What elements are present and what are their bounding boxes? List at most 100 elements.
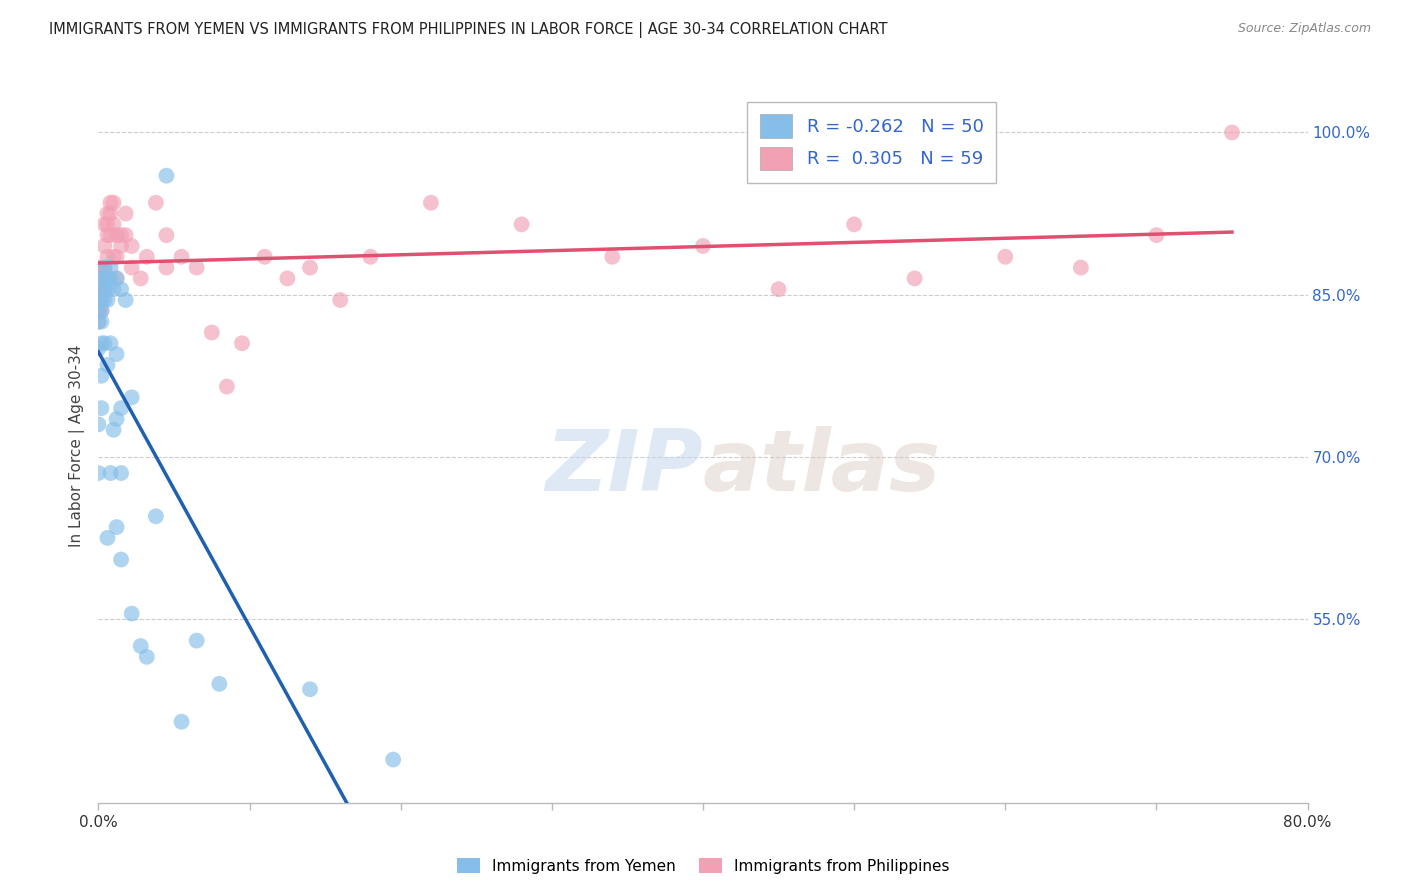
Point [155,260,177,275]
Point [100,195,122,210]
Point [96,218,118,232]
Point [93,260,115,275]
Point [96,250,118,264]
Point [121,607,143,621]
Point [103,218,125,232]
Point [87,466,110,480]
Point [90,303,112,318]
Point [103,282,125,296]
Point [105,520,128,534]
Point [114,228,136,243]
Text: atlas: atlas [703,425,941,509]
Point [87,303,110,318]
Point [110,239,132,253]
Point [100,466,122,480]
Point [215,379,238,393]
Point [90,282,112,296]
Y-axis label: In Labor Force | Age 30-34: In Labor Force | Age 30-34 [69,344,84,548]
Point [93,336,115,351]
Point [904,271,927,285]
Point [121,239,143,253]
Point [87,293,110,307]
Legend: Immigrants from Yemen, Immigrants from Philippines: Immigrants from Yemen, Immigrants from P… [451,852,955,880]
Point [90,293,112,307]
Point [90,401,112,416]
Point [100,336,122,351]
Point [105,250,128,264]
Point [93,218,115,232]
Point [96,271,118,285]
Point [87,293,110,307]
Text: Source: ZipAtlas.com: Source: ZipAtlas.com [1237,22,1371,36]
Point [329,293,352,307]
Point [93,271,115,285]
Text: ZIP: ZIP [546,425,703,509]
Point [110,466,132,480]
Point [87,303,110,318]
Point [1070,260,1092,275]
Point [93,260,115,275]
Point [110,401,132,416]
Point [93,293,115,307]
Point [155,169,177,183]
Text: IMMIGRANTS FROM YEMEN VS IMMIGRANTS FROM PHILIPPINES IN LABOR FORCE | AGE 30-34 : IMMIGRANTS FROM YEMEN VS IMMIGRANTS FROM… [49,22,887,38]
Point [105,412,128,426]
Point [103,250,125,264]
Point [100,228,122,243]
Point [135,250,157,264]
Point [1220,125,1243,139]
Point [360,250,382,264]
Point [186,260,208,275]
Point [208,677,231,691]
Point [87,260,110,275]
Point [145,195,167,210]
Point [105,347,128,361]
Point [96,206,118,220]
Point [90,336,112,351]
Point [100,206,122,220]
Point [93,282,115,296]
Point [231,336,253,351]
Point [96,358,118,372]
Point [420,195,443,210]
Point [110,282,132,296]
Point [90,260,112,275]
Point [87,315,110,329]
Legend: R = -0.262   N = 50, R =  0.305   N = 59: R = -0.262 N = 50, R = 0.305 N = 59 [747,102,997,183]
Point [100,271,122,285]
Point [87,271,110,285]
Point [105,271,128,285]
Point [121,260,143,275]
Point [105,271,128,285]
Point [96,282,118,296]
Point [100,260,122,275]
Point [96,228,118,243]
Point [768,282,790,296]
Point [382,753,405,767]
Point [253,250,276,264]
Point [186,633,208,648]
Point [201,326,224,340]
Point [276,271,298,285]
Point [87,417,110,432]
Point [96,531,118,545]
Point [299,260,322,275]
Point [90,282,112,296]
Point [90,293,112,307]
Point [110,228,132,243]
Point [510,218,533,232]
Point [1144,228,1167,243]
Point [114,293,136,307]
Point [96,293,118,307]
Point [114,206,136,220]
Point [129,271,152,285]
Point [135,649,157,664]
Point [155,228,177,243]
Point [129,639,152,653]
Point [602,250,624,264]
Point [299,682,322,697]
Point [121,390,143,404]
Point [90,271,112,285]
Point [105,228,128,243]
Point [170,250,193,264]
